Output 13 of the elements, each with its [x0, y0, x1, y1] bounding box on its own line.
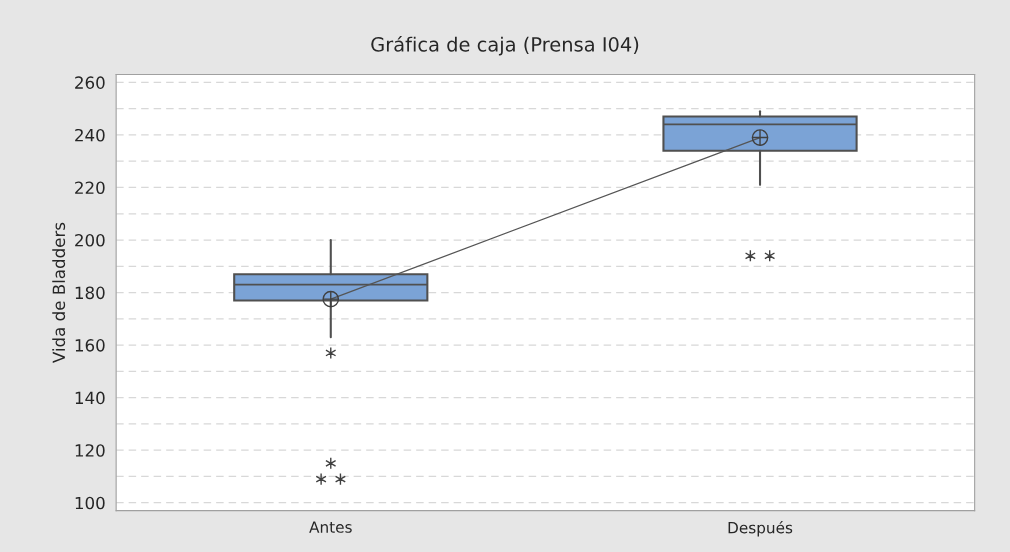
y-tick-label: 140	[75, 391, 105, 405]
y-tick-label: 120	[75, 444, 105, 457]
y-tick-label: 260	[75, 76, 105, 89]
y-tick-label: 200	[75, 233, 105, 247]
y-tick-label: 240	[75, 128, 105, 142]
x-tick-label: Antes	[309, 521, 352, 533]
y-tick-label: 160	[75, 339, 105, 352]
y-tick-label: 180	[75, 286, 105, 300]
chart-title: Gráfica de caja (Prensa I04)	[371, 35, 639, 56]
y-axis-title: Vida de Bladders	[52, 222, 66, 363]
y-tick-label: 100	[75, 496, 105, 510]
y-tick-label: 220	[75, 181, 105, 195]
x-tick-label: Después	[728, 521, 793, 537]
